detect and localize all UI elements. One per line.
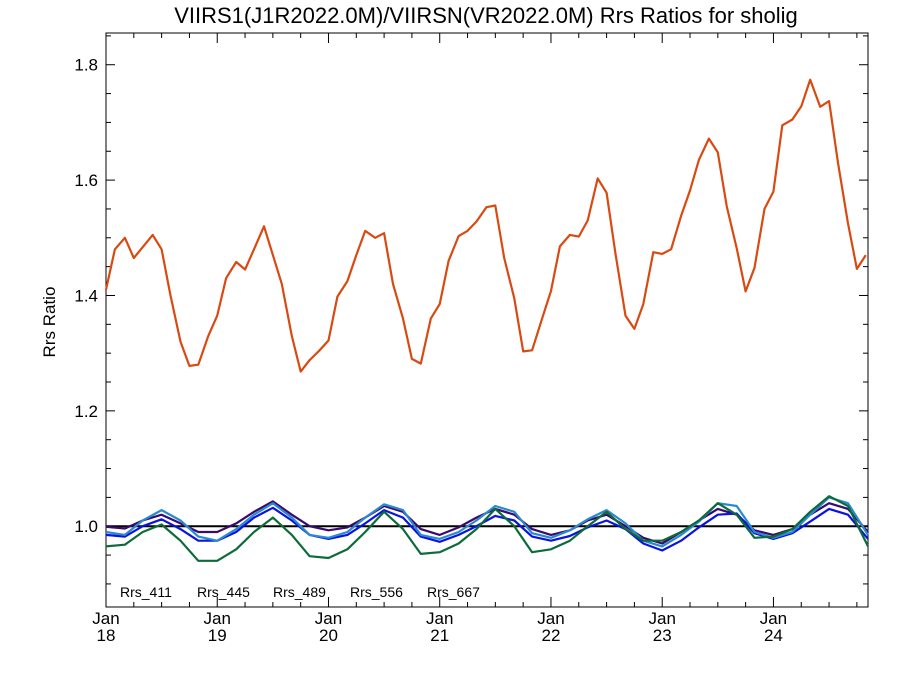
- x-tick-label-month: Jan: [204, 609, 231, 628]
- x-tick-label-year: 19: [208, 626, 227, 645]
- y-axis-label: Rrs Ratio: [40, 287, 59, 358]
- x-tick-label-month: Jan: [315, 609, 342, 628]
- legend-item-rrs-556: Rrs_556: [350, 584, 403, 600]
- x-tick-label-year: 20: [319, 626, 338, 645]
- series-line-rrs-556: [105, 495, 869, 562]
- series-group: [104, 78, 869, 562]
- x-tick-label-year: 18: [97, 626, 116, 645]
- x-tick-label-year: 22: [542, 626, 561, 645]
- axis-ticks: 1.01.21.41.61.8Jan18Jan19Jan20Jan21Jan22…: [74, 33, 868, 645]
- series-line-rrs-489: [105, 496, 869, 548]
- x-tick-label-month: Jan: [648, 609, 675, 628]
- x-tick-label-month: Jan: [426, 609, 453, 628]
- plot-frame: [105, 32, 869, 608]
- x-tick-label-month: Jan: [92, 609, 119, 628]
- series-line-rrs-667: [104, 78, 867, 373]
- legend-item-rrs-489: Rrs_489: [273, 584, 326, 600]
- x-tick-label-year: 21: [430, 626, 449, 645]
- y-tick-label: 1.0: [74, 517, 98, 536]
- chart-title: VIIRS1(J1R2022.0M)/VIIRSN(VR2022.0M) Rrs…: [174, 3, 798, 28]
- y-tick-label: 1.6: [74, 171, 98, 190]
- y-tick-label: 1.4: [74, 286, 98, 305]
- y-tick-label: 1.2: [74, 402, 98, 421]
- legend-item-rrs-445: Rrs_445: [197, 584, 250, 600]
- x-tick-label-month: Jan: [760, 609, 787, 628]
- legend: Rrs_411 Rrs_445 Rrs_489 Rrs_556 Rrs_667: [120, 584, 480, 600]
- x-tick-label-year: 24: [764, 626, 783, 645]
- x-tick-label-year: 23: [653, 626, 672, 645]
- x-tick-label-month: Jan: [537, 609, 564, 628]
- legend-item-rrs-411: Rrs_411: [120, 584, 172, 600]
- y-tick-label: 1.8: [74, 56, 98, 75]
- legend-item-rrs-667: Rrs_667: [427, 584, 480, 600]
